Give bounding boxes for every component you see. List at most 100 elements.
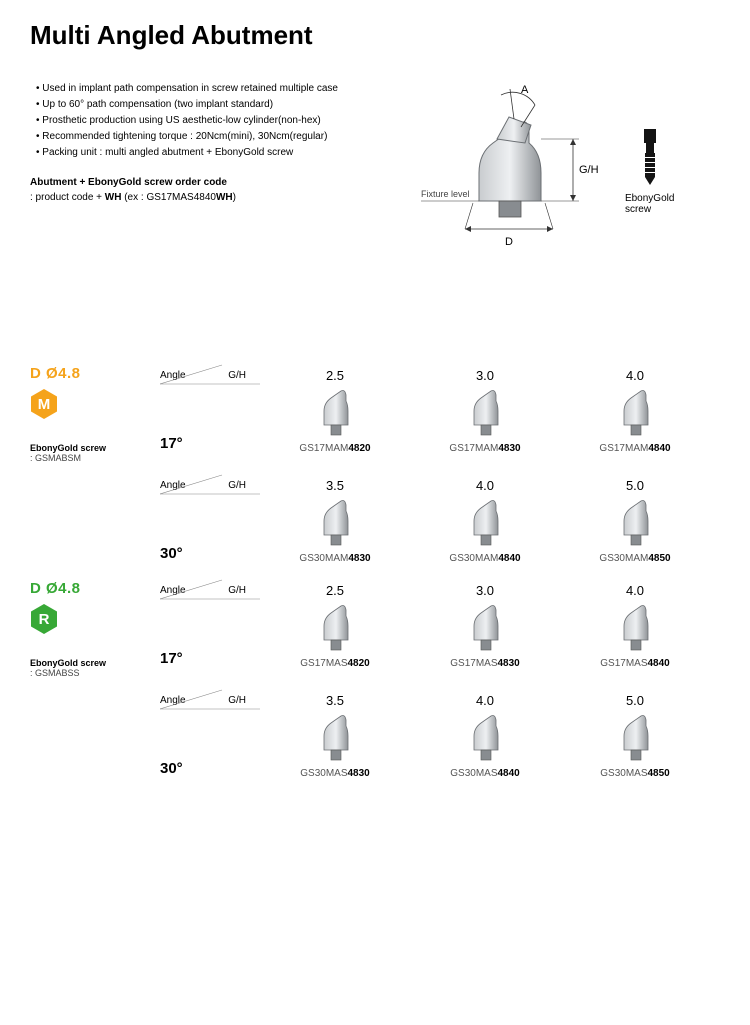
diameter-label: D Ø4.8 (30, 365, 160, 382)
product-cell: GS17MAS4820 (260, 602, 410, 673)
product-cell: GS17MAM4820 (260, 387, 410, 458)
product-cell: GS17MAM4840 (560, 387, 710, 458)
bullet-item: Used in implant path compensation in scr… (36, 81, 381, 97)
angle-value: 30° (160, 760, 260, 783)
abutment-icon (410, 712, 560, 764)
product-code: GS30MAS4840 (410, 768, 560, 779)
product-row: 30° GS30MAM4830 GS30MAM4840 GS30MAM4850 (160, 497, 720, 568)
gh-value: 5.0 (560, 693, 710, 708)
ebonygold-screw-icon (638, 129, 662, 189)
product-code: GS17MAM4820 (260, 443, 410, 454)
screw-column: EbonyGoldscrew (625, 129, 674, 215)
product-code: GS17MAM4840 (560, 443, 710, 454)
product-cell: GS30MAS4840 (410, 712, 560, 783)
product-code: GS30MAS4850 (560, 768, 710, 779)
product-code: GS17MAS4820 (260, 658, 410, 669)
page-title: Multi Angled Abutment (30, 20, 720, 51)
abutment-icon (560, 602, 710, 654)
product-code: GS17MAS4830 (410, 658, 560, 669)
product-cell: GS30MAS4850 (560, 712, 710, 783)
bullet-item: Up to 60° path compensation (two implant… (36, 97, 381, 113)
product-cell: GS17MAM4830 (410, 387, 560, 458)
product-cell: GS30MAM4850 (560, 497, 710, 568)
screw-label: EbonyGoldscrew (625, 193, 674, 215)
catalog-grid: Angle G/H 3.54.05.0 30° GS30MAS4830 GS30… (160, 686, 720, 783)
svg-text:R: R (39, 611, 50, 628)
gh-value: 5.0 (560, 478, 710, 493)
gh-value: 3.0 (410, 583, 560, 598)
product-row: 17° GS17MAS4820 GS17MAS4830 GS17MAS4840 (160, 602, 720, 673)
product-cell: GS17MAS4840 (560, 602, 710, 673)
bullet-list: Used in implant path compensation in scr… (30, 81, 381, 161)
gh-value: 4.0 (410, 693, 560, 708)
catalog-grid: Angle G/H 3.54.05.0 30° GS30MAM4830 GS30… (160, 471, 720, 568)
variant-badge: R (30, 597, 160, 638)
dim-A: A (521, 84, 529, 96)
grid-header: Angle G/H 2.53.04.0 (160, 576, 720, 598)
catalog-sidebar: D Ø4.8 R EbonyGold screw: GSMABSS (30, 576, 160, 678)
catalog-block: D Ø4.8 M EbonyGold screw: GSMABSM Angle … (30, 361, 720, 463)
svg-text:M: M (38, 396, 51, 413)
catalog-grid: Angle G/H 2.53.04.0 17° GS17MAM4820 GS17… (160, 361, 720, 463)
gh-value: 3.5 (260, 478, 410, 493)
product-code: GS17MAS4840 (560, 658, 710, 669)
product-code: GS30MAM4850 (560, 553, 710, 564)
abutment-icon (560, 497, 710, 549)
dim-D: D (505, 236, 513, 248)
catalog-block: Angle G/H 3.54.05.0 30° GS30MAS4830 GS30… (30, 686, 720, 783)
product-code: GS30MAS4830 (260, 768, 410, 779)
product-cell: GS30MAS4830 (260, 712, 410, 783)
diagram-area: A G/H Fixture level D (401, 81, 720, 271)
product-cell: GS30MAM4840 (410, 497, 560, 568)
dim-GH: G/H (579, 164, 599, 176)
gh-value: 4.0 (560, 368, 710, 383)
abutment-icon (410, 387, 560, 439)
ebony-label: EbonyGold screw: GSMABSM (30, 443, 160, 463)
grid-header: Angle G/H 3.54.05.0 (160, 686, 720, 708)
diameter-label: D Ø4.8 (30, 580, 160, 597)
variant-badge: M (30, 382, 160, 423)
catalog-sidebar (30, 471, 160, 568)
abutment-icon (260, 602, 410, 654)
order-code-heading: Abutment + EbonyGold screw order code (30, 175, 381, 190)
gh-value: 4.0 (410, 478, 560, 493)
product-cell: GS30MAM4830 (260, 497, 410, 568)
abutment-icon (410, 497, 560, 549)
gh-value: 2.5 (260, 368, 410, 383)
catalog-grid: Angle G/H 2.53.04.0 17° GS17MAS4820 GS17… (160, 576, 720, 678)
catalog-sidebar (30, 686, 160, 783)
gh-value: 3.5 (260, 693, 410, 708)
fixture-level-label: Fixture level (421, 189, 470, 199)
angle-value: 30° (160, 545, 260, 568)
bullet-item: Prosthetic production using US aesthetic… (36, 113, 381, 129)
product-code: GS30MAM4830 (260, 553, 410, 564)
abutment-icon (260, 387, 410, 439)
catalog-block: Angle G/H 3.54.05.0 30° GS30MAM4830 GS30… (30, 471, 720, 568)
abutment-diagram: A G/H Fixture level D (401, 81, 611, 271)
catalog-sidebar: D Ø4.8 M EbonyGold screw: GSMABSM (30, 361, 160, 463)
product-row: 17° GS17MAM4820 GS17MAM4830 GS17MAM4840 (160, 387, 720, 458)
gh-value: 2.5 (260, 583, 410, 598)
angle-value: 17° (160, 650, 260, 673)
order-code-block: Abutment + EbonyGold screw order code : … (30, 175, 381, 205)
product-cell: GS17MAS4830 (410, 602, 560, 673)
product-code: GS17MAM4830 (410, 443, 560, 454)
ebony-label: EbonyGold screw: GSMABSS (30, 658, 160, 678)
grid-header: Angle G/H 2.53.04.0 (160, 361, 720, 383)
intro-row: Used in implant path compensation in scr… (30, 81, 720, 271)
bullet-item: Packing unit : multi angled abutment + E… (36, 145, 381, 161)
intro-text: Used in implant path compensation in scr… (30, 81, 381, 271)
abutment-icon (260, 712, 410, 764)
product-row: 30° GS30MAS4830 GS30MAS4840 GS30MAS4850 (160, 712, 720, 783)
order-code-example: : product code + WH (ex : GS17MAS4840WH) (30, 190, 381, 205)
abutment-icon (560, 387, 710, 439)
angle-value: 17° (160, 435, 260, 458)
grid-header: Angle G/H 3.54.05.0 (160, 471, 720, 493)
gh-value: 4.0 (560, 583, 710, 598)
catalog-block: D Ø4.8 R EbonyGold screw: GSMABSS Angle … (30, 576, 720, 678)
abutment-icon (260, 497, 410, 549)
product-code: GS30MAM4840 (410, 553, 560, 564)
gh-value: 3.0 (410, 368, 560, 383)
abutment-icon (410, 602, 560, 654)
bullet-item: Recommended tightening torque : 20Ncm(mi… (36, 129, 381, 145)
